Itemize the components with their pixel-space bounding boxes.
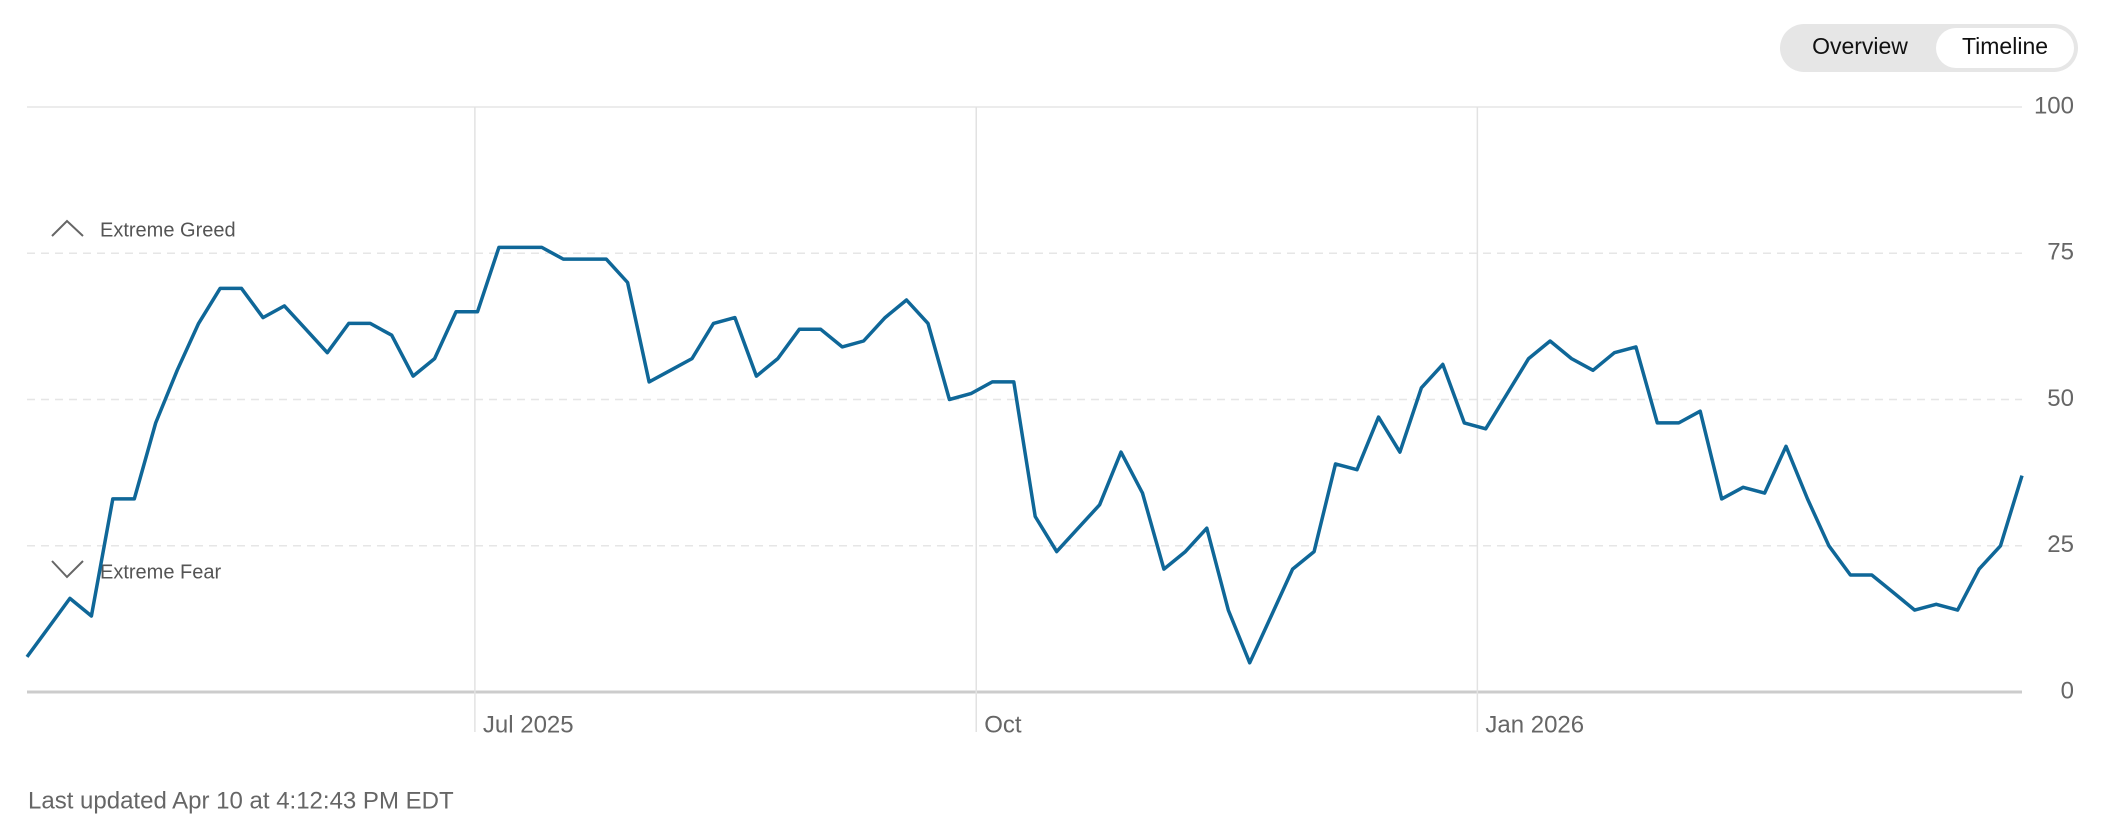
tab-overview[interactable]: Overview (1812, 33, 1908, 59)
y-tick-label: 0 (2061, 677, 2074, 704)
annotation-fear: Extreme Fear (100, 561, 221, 583)
y-tick-label: 100 (2034, 92, 2074, 119)
data-line (25, 245, 2024, 665)
y-tick-label: 25 (2047, 531, 2074, 558)
x-tick-label: Oct (984, 711, 1022, 738)
y-tick-label: 50 (2047, 385, 2074, 412)
x-tick-label: Jan 2026 (1485, 711, 1584, 738)
tab-selected-bg (1936, 28, 2074, 68)
y-tick-label: 75 (2047, 239, 2074, 266)
footer: Last updated Apr 10 at 4:12:43 PM EDT (28, 787, 454, 814)
fear-icon (51, 560, 84, 579)
x-tick-label: Jul 2025 (483, 711, 574, 738)
tab-timeline[interactable]: Timeline (1962, 33, 2048, 59)
greed-icon (51, 219, 84, 237)
annotation-greed: Extreme Greed (100, 219, 236, 241)
